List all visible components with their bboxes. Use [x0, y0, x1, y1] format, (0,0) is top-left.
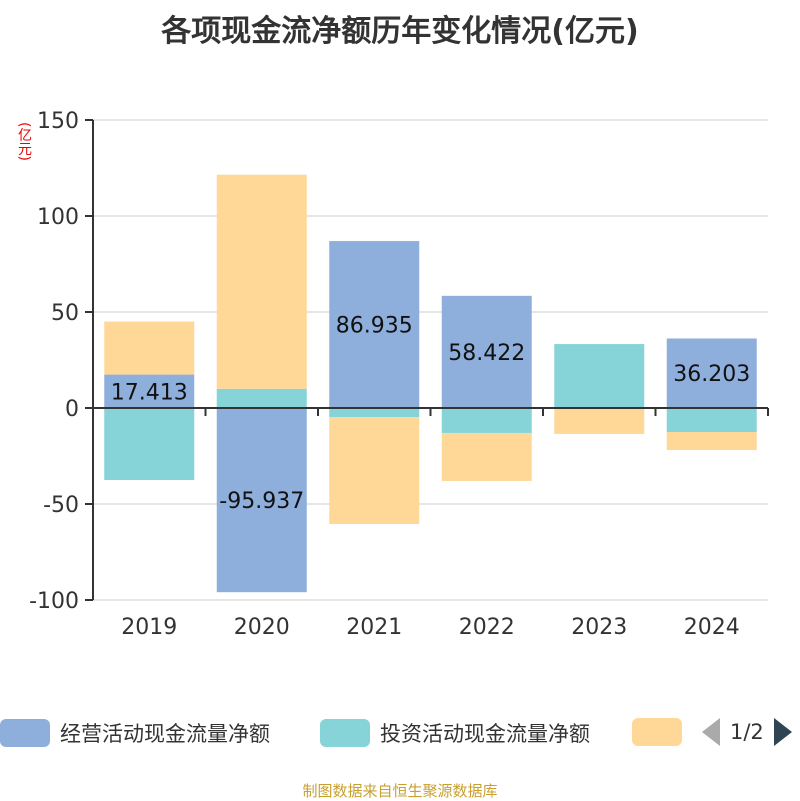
y-tick-label: 50	[51, 301, 79, 326]
y-tick-label: 100	[37, 205, 79, 230]
bar-0-2021	[329, 241, 420, 408]
data-label: 86.935	[336, 314, 413, 339]
y-tick-label: 150	[37, 109, 79, 134]
x-tick-label: 2024	[684, 615, 740, 640]
legend-item-investing[interactable]: 投资活动现金流量净额	[320, 718, 590, 748]
bar-0-2019	[104, 374, 195, 408]
legend-swatch	[0, 719, 50, 747]
next-page-icon[interactable]	[773, 718, 792, 746]
x-tick-label: 2022	[459, 615, 515, 640]
bar-2-2022	[441, 432, 532, 481]
prev-page-icon[interactable]	[702, 718, 720, 746]
legend-swatch	[632, 718, 682, 746]
y-tick-label: -50	[43, 493, 79, 518]
legend-page-number: 1/2	[730, 720, 764, 744]
x-tick-label: 2019	[121, 615, 177, 640]
bar-1-2019	[104, 408, 195, 480]
data-label: 17.413	[111, 380, 188, 405]
data-label: -95.937	[219, 489, 304, 514]
bar-1-2022	[441, 408, 532, 433]
x-tick-label: 2023	[571, 615, 627, 640]
bar-0-2020	[216, 408, 307, 593]
bar-0-2022	[441, 295, 532, 408]
legend-item-operating[interactable]: 经营活动现金流量净额	[0, 718, 270, 748]
bar-2-2020	[216, 174, 307, 389]
bar-2-2019	[104, 321, 195, 375]
bar-2-2023	[554, 408, 645, 434]
x-tick-label: 2020	[234, 615, 290, 640]
y-axis-unit: (亿元)	[16, 122, 32, 161]
source-note: 制图数据来自恒生聚源数据库	[302, 782, 498, 800]
x-tick-label: 2021	[346, 615, 402, 640]
legend: 经营活动现金流量净额 投资活动现金流量净额 1/2	[0, 718, 800, 752]
legend-label: 投资活动现金流量净额	[380, 722, 590, 746]
bar-1-2020	[216, 388, 307, 408]
bar-2-2021	[329, 417, 420, 524]
chart-title: 各项现金流净额历年变化情况(亿元)	[161, 14, 639, 49]
bar-1-2024	[666, 408, 757, 432]
data-label: 58.422	[448, 341, 525, 366]
legend-item-financing[interactable]	[632, 718, 682, 746]
bar-1-2021	[329, 408, 420, 418]
bar-0-2024	[666, 338, 757, 408]
y-tick-label: 0	[65, 397, 79, 422]
data-label: 36.203	[673, 362, 750, 387]
y-tick-label: -100	[29, 589, 79, 614]
legend-swatch	[320, 719, 370, 747]
legend-label: 经营活动现金流量净额	[60, 722, 270, 746]
legend-pager: 1/2	[702, 718, 792, 746]
bar-1-2023	[554, 344, 645, 408]
bar-2-2024	[666, 432, 757, 451]
